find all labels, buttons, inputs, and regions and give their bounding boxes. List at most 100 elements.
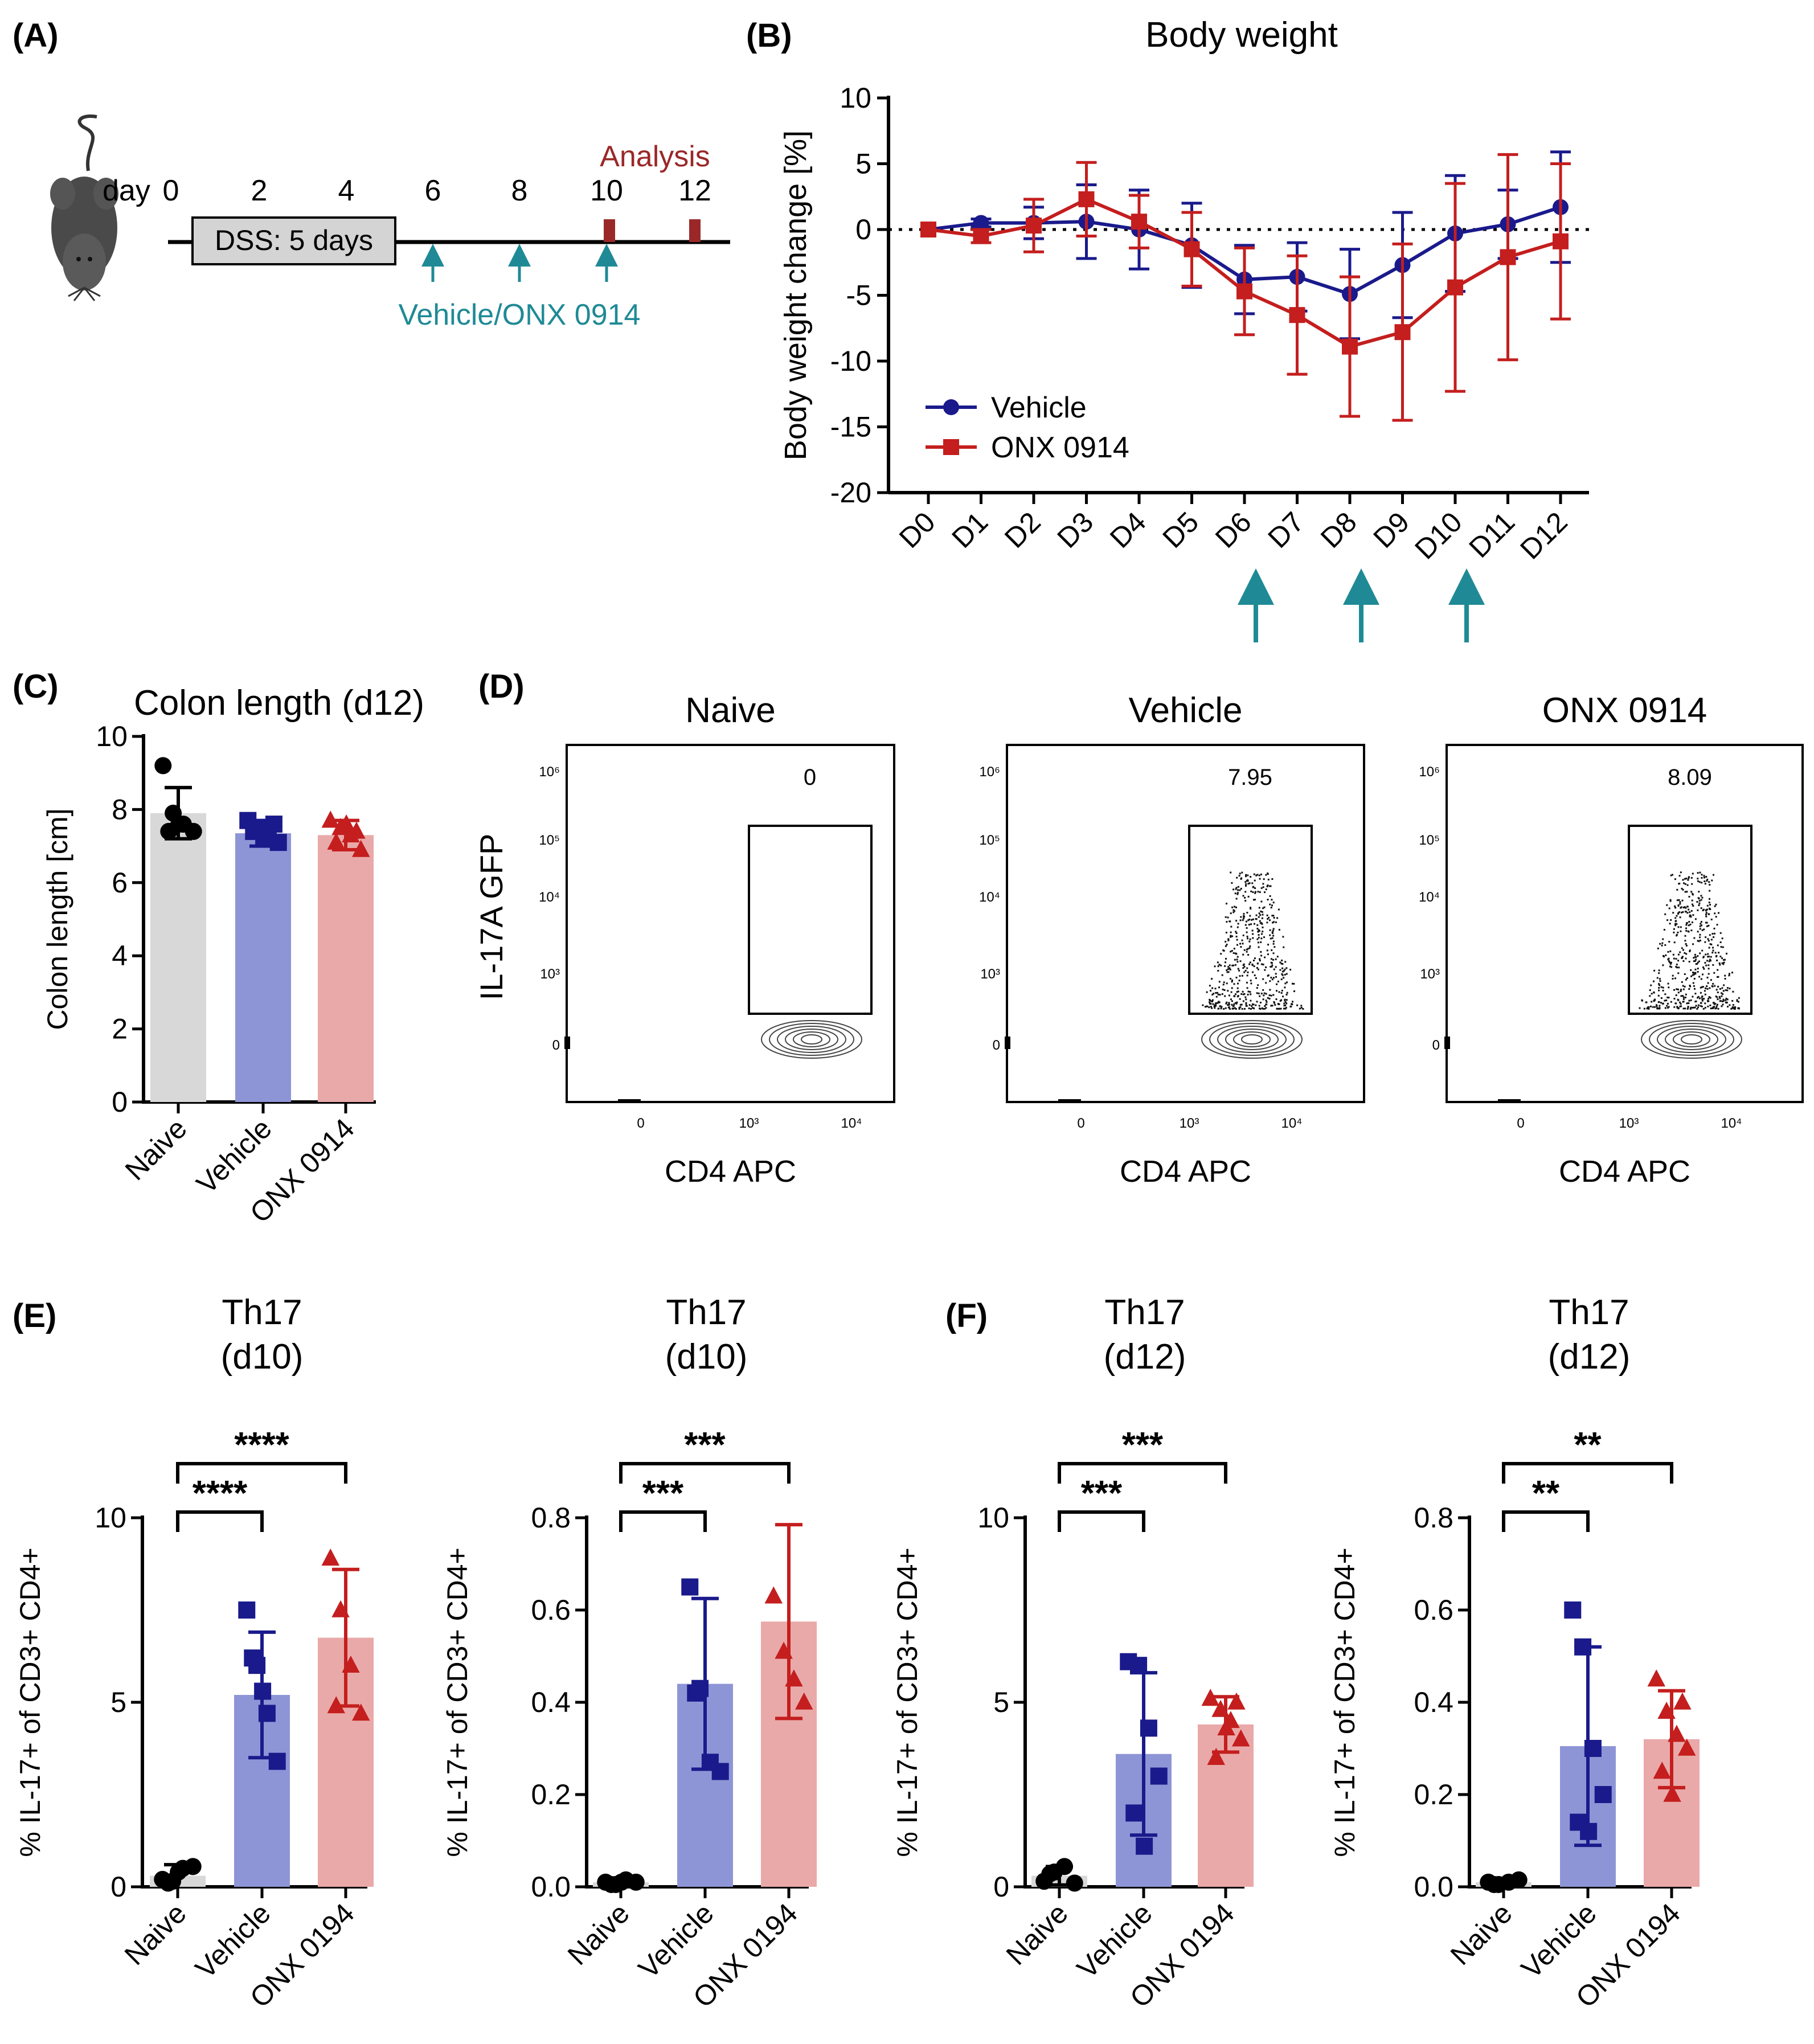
event-dot <box>1690 999 1692 1001</box>
event-dot <box>1239 1006 1242 1008</box>
event-dot <box>1257 941 1259 944</box>
event-dot <box>1658 983 1660 985</box>
event-dot <box>1659 984 1661 986</box>
event-dot <box>1237 889 1239 891</box>
event-dot <box>1672 978 1674 980</box>
event-dot <box>1251 1007 1254 1009</box>
event-dot <box>1718 962 1721 964</box>
event-dot <box>1686 977 1688 979</box>
event-dot <box>1653 980 1655 982</box>
event-dot <box>1260 937 1263 940</box>
event-dot <box>1235 1002 1238 1005</box>
event-dot <box>1268 885 1271 887</box>
event-dot <box>1713 927 1715 929</box>
event-dot <box>1239 943 1241 945</box>
event-dot <box>1725 999 1727 1001</box>
event-dot <box>1657 947 1659 949</box>
event-dot <box>1711 952 1714 954</box>
event-dot <box>1675 966 1677 968</box>
event-dot <box>1204 1006 1206 1008</box>
event-dot <box>1243 916 1245 917</box>
event-dot <box>1681 887 1683 890</box>
significance-bracket <box>1058 1510 1145 1532</box>
event-dot <box>1682 911 1684 913</box>
event-dot <box>1281 963 1284 965</box>
event-dot <box>1250 907 1251 909</box>
event-dot <box>1674 924 1677 927</box>
y-tick-label: 0 <box>1432 1038 1440 1053</box>
event-dot <box>1255 874 1258 876</box>
event-dot <box>1688 1002 1690 1004</box>
event-dot <box>1225 961 1226 964</box>
event-dot <box>1667 1002 1669 1005</box>
event-dot <box>1650 1005 1652 1007</box>
event-dot <box>1259 914 1262 916</box>
event-dot <box>1660 1002 1662 1004</box>
event-dot <box>1737 1007 1739 1009</box>
bar-group-onx-0194 <box>1644 1669 1700 1887</box>
event-dot <box>1679 916 1681 919</box>
event-dot <box>1699 939 1701 941</box>
legend-label: ONX 0914 <box>991 431 1129 464</box>
event-dot <box>1248 1007 1250 1010</box>
event-dot <box>1261 911 1263 913</box>
event-dot <box>1227 916 1229 919</box>
event-dot <box>1256 992 1258 994</box>
event-dot <box>1218 986 1220 989</box>
event-dot <box>1677 953 1680 956</box>
event-dot <box>1666 1007 1669 1009</box>
density-contour <box>1241 1034 1263 1044</box>
y-tick-label: -20 <box>830 477 871 509</box>
significance-label: *** <box>642 1474 684 1513</box>
event-dot <box>1718 912 1719 914</box>
event-dot <box>1736 1000 1738 1002</box>
event-dot <box>1267 873 1269 875</box>
event-dot <box>1285 967 1288 969</box>
y-tick-label: 2 <box>112 1013 128 1045</box>
bar-group-vehicle <box>1560 1601 1616 1887</box>
event-dot <box>1267 997 1269 999</box>
event-dot <box>1732 990 1734 993</box>
event-dot <box>1715 955 1718 957</box>
event-dot <box>1667 951 1669 953</box>
event-dot <box>1698 960 1700 962</box>
density-contour <box>1217 1026 1287 1053</box>
event-dot <box>1280 978 1283 981</box>
event-dot <box>1284 1004 1287 1006</box>
event-dot <box>1219 1005 1222 1007</box>
y-axis-label: Body weight change [%] <box>779 130 813 460</box>
event-dot <box>1697 996 1700 998</box>
event-dot <box>1679 951 1681 953</box>
event-dot <box>1647 1006 1649 1009</box>
event-dot <box>1677 931 1679 933</box>
y-tick-label: 0.8 <box>1414 1502 1453 1534</box>
event-dot <box>1226 1001 1228 1003</box>
event-dot <box>1710 956 1712 958</box>
data-point <box>1653 1762 1672 1779</box>
series-onx-0914 <box>920 153 1571 422</box>
event-dot <box>1722 1003 1724 1006</box>
event-dot <box>1686 891 1688 893</box>
event-dot <box>1272 902 1275 904</box>
event-dot <box>1699 997 1701 1000</box>
event-dot <box>1213 1005 1215 1007</box>
event-dot <box>1689 950 1691 952</box>
event-dot <box>1211 978 1213 980</box>
event-dot <box>1685 907 1687 909</box>
bar-group-vehicle <box>234 1601 290 1887</box>
data-point <box>1078 191 1095 207</box>
event-dot <box>1242 934 1244 936</box>
event-dot <box>1259 922 1262 924</box>
analysis-markers <box>604 219 701 242</box>
event-dot <box>1721 1000 1723 1002</box>
event-dot <box>1234 958 1236 961</box>
event-dot <box>1693 937 1696 939</box>
event-dot <box>1245 875 1247 878</box>
event-dot <box>1254 899 1256 901</box>
event-dot <box>1258 1005 1260 1007</box>
event-dot <box>1260 873 1262 875</box>
density-contour <box>1641 1020 1742 1059</box>
event-dot <box>1271 1005 1274 1007</box>
event-dot <box>1229 968 1231 970</box>
